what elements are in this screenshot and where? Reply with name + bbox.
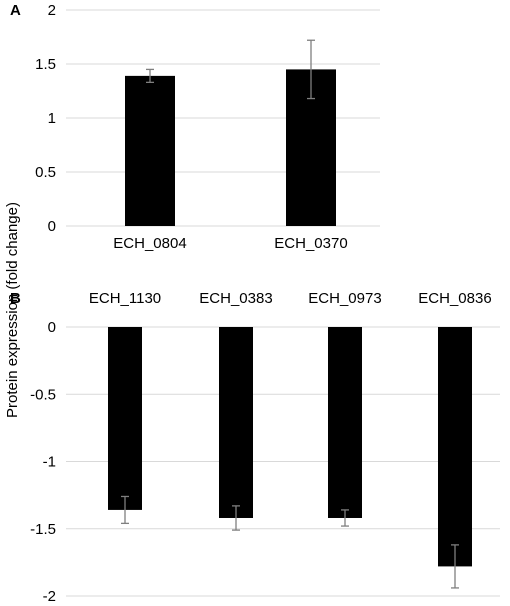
panel-a-y-ticks: 0 0.5 1 1.5 2 bbox=[35, 2, 56, 235]
y-tick-label: -1.5 bbox=[30, 521, 56, 538]
panel-b-error-bars bbox=[121, 495, 459, 589]
panel-a-bars bbox=[125, 69, 336, 227]
category-label: ECH_0973 bbox=[308, 290, 381, 307]
y-axis-label: Protein expression (fold change) bbox=[4, 202, 21, 418]
y-tick-label: 2 bbox=[48, 2, 56, 19]
panel-b-label: B bbox=[10, 290, 21, 307]
y-tick-label: 1 bbox=[48, 110, 56, 127]
y-tick-label: -2 bbox=[43, 588, 56, 605]
category-label: ECH_0370 bbox=[274, 235, 347, 252]
bar bbox=[219, 327, 253, 518]
panel-a-chart: A 0 0.5 1 1.5 2 ECH_0804 ECH_0370 bbox=[10, 2, 380, 252]
panel-a-category-labels: ECH_0804 ECH_0370 bbox=[113, 235, 347, 252]
panel-b-category-labels: ECH_1130 ECH_0383 ECH_0973 ECH_0836 bbox=[89, 290, 492, 307]
y-tick-label: -0.5 bbox=[30, 386, 56, 403]
y-tick-label: -1 bbox=[43, 454, 56, 471]
panel-b-bars bbox=[108, 327, 472, 567]
category-label: ECH_0383 bbox=[199, 290, 272, 307]
y-tick-label: 0 bbox=[48, 319, 56, 336]
bar bbox=[125, 75, 175, 226]
y-tick-label: 1.5 bbox=[35, 56, 56, 73]
bar bbox=[108, 327, 142, 510]
y-tick-label: 0.5 bbox=[35, 164, 56, 181]
panel-a-error-bars bbox=[146, 39, 315, 100]
category-label: ECH_0804 bbox=[113, 235, 186, 252]
bar bbox=[438, 327, 472, 567]
panel-b-y-ticks: 0 -0.5 -1 -1.5 -2 bbox=[30, 319, 56, 605]
category-label: ECH_1130 bbox=[89, 290, 161, 307]
panel-a-label: A bbox=[10, 2, 21, 19]
bar bbox=[328, 327, 362, 518]
category-label: ECH_0836 bbox=[418, 290, 491, 307]
y-tick-label: 0 bbox=[48, 218, 56, 235]
panel-b-chart: B 0 -0.5 -1 -1.5 -2 ECH_1130 ECH_0383 ECH_0973… bbox=[10, 290, 500, 605]
